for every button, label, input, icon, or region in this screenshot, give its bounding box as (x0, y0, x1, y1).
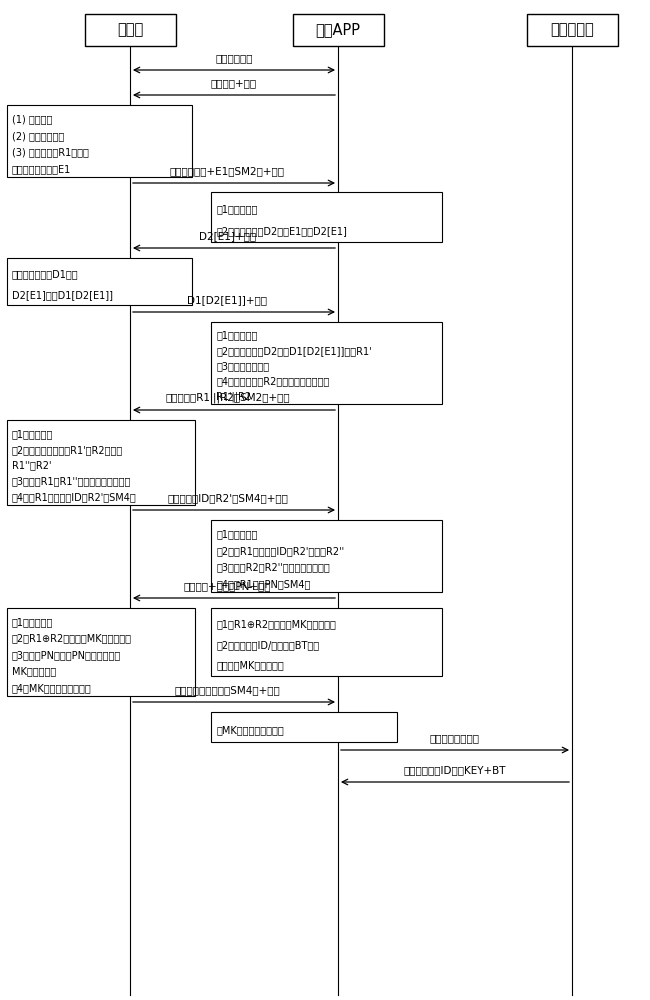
Text: 手机证书+哈希: 手机证书+哈希 (211, 78, 257, 88)
Text: 用MK解密绑定成功信息: 用MK解密绑定成功信息 (216, 725, 284, 735)
Text: MK的对应关系: MK的对应关系 (12, 666, 56, 676)
Bar (211, 192, 442, 242)
Text: （2）R1⊕R2为主密钥MK，加密保存: （2）R1⊕R2为主密钥MK，加密保存 (12, 634, 132, 644)
Text: 发送加密锁ID和R2'（SM4）+哈希: 发送加密锁ID和R2'（SM4）+哈希 (167, 493, 288, 503)
Text: (2) 验证手机证书: (2) 验证手机证书 (12, 131, 64, 141)
Bar (211, 520, 442, 592)
Text: D2[E1]+哈希: D2[E1]+哈希 (199, 231, 256, 241)
Text: （4）产生随机数R2，并用芯片公钥加密: （4）产生随机数R2，并用芯片公钥加密 (216, 376, 330, 386)
Text: （3）验证芯片证书: （3）验证芯片证书 (216, 361, 270, 371)
Bar (292, 14, 384, 46)
Text: （3）比较R2和R2''，如相等则锁合法: （3）比较R2和R2''，如相等则锁合法 (216, 562, 330, 572)
Text: 手机APP: 手机APP (315, 22, 361, 37)
Text: 蓝牙连接成功: 蓝牙连接成功 (215, 53, 253, 63)
Text: D1[D2[E1]]+哈希: D1[D2[E1]]+哈希 (187, 295, 268, 305)
Text: （4）MK加密绑定成功信息: （4）MK加密绑定成功信息 (12, 683, 92, 693)
Text: （3）解密PN，记录PN与手机公钥和: （3）解密PN，记录PN与手机公钥和 (12, 650, 121, 660)
Text: （2）记录芯片ID/蓝牙地址BT与芯: （2）记录芯片ID/蓝牙地址BT与芯 (216, 640, 320, 650)
Bar (211, 712, 396, 742)
Text: 电子锁: 电子锁 (117, 22, 143, 37)
Text: D2[E1]，得D1[D2[E1]]: D2[E1]，得D1[D2[E1]] (12, 290, 112, 300)
Bar (84, 14, 176, 46)
Text: （2）用R1解密芯片ID和R2'，得到R2'': （2）用R1解密芯片ID和R2'，得到R2'' (216, 546, 344, 556)
Text: （4）用R1加密PN（SM4）: （4）用R1加密PN（SM4） (216, 579, 311, 589)
Text: （2）用私钥分量D2解密E1，得D2[E1]: （2）用私钥分量D2解密E1，得D2[E1] (216, 226, 347, 236)
Text: 上报绑定成功信息: 上报绑定成功信息 (430, 733, 480, 743)
Text: 发送加密的R1'||R2（SM2）+哈希: 发送加密的R1'||R2（SM2）+哈希 (165, 392, 290, 403)
Bar (211, 322, 442, 404)
Text: (1) 验证哈希: (1) 验证哈希 (12, 114, 52, 124)
Text: （2）用芯片私钥解密R1'和R2，得到: （2）用芯片私钥解密R1'和R2，得到 (12, 445, 123, 455)
Text: （1）验证哈希: （1）验证哈希 (216, 331, 258, 341)
Bar (6, 258, 192, 305)
Text: （1）验证哈希: （1）验证哈希 (12, 617, 53, 627)
Text: 发送芯片证书+E1（SM2）+哈希: 发送芯片证书+E1（SM2）+哈希 (170, 166, 285, 176)
Bar (6, 420, 195, 505)
Text: （2）用手机私钥D2解密D1[D2[E1]]，得R1': （2）用手机私钥D2解密D1[D2[E1]]，得R1' (216, 346, 372, 356)
Bar (6, 608, 195, 696)
Bar (526, 14, 618, 46)
Text: （4）用R1加密芯片ID和R2'（SM4）: （4）用R1加密芯片ID和R2'（SM4） (12, 492, 136, 502)
Text: 片公钥和MK的对应关系: 片公钥和MK的对应关系 (216, 661, 284, 671)
Text: （1）验证哈希: （1）验证哈希 (12, 429, 53, 439)
Text: （1）R1⊕R2为主密钥MK，加密保存: （1）R1⊕R2为主密钥MK，加密保存 (216, 619, 336, 629)
Bar (6, 105, 192, 177)
Text: （1）验证哈希: （1）验证哈希 (216, 204, 258, 214)
Text: 业务服务器: 业务服务器 (550, 22, 594, 37)
Bar (211, 608, 442, 676)
Text: R1''和R2': R1''和R2' (12, 460, 51, 471)
Text: 上报绑定成功信息（SM4）+哈希: 上报绑定成功信息（SM4）+哈希 (175, 685, 280, 695)
Text: 手机公钥加密得到E1: 手机公钥加密得到E1 (12, 164, 71, 174)
Text: (3) 产生随机数R1，并用: (3) 产生随机数R1，并用 (12, 147, 88, 157)
Text: R1'||R2: R1'||R2 (216, 391, 252, 402)
Text: 根据绑定的锁ID下发KEY+BT: 根据绑定的锁ID下发KEY+BT (404, 765, 506, 775)
Text: 认证成功+加密的PN+哈希: 认证成功+加密的PN+哈希 (184, 581, 271, 591)
Text: （3）比较R1和R1''，如相等则手机合法: （3）比较R1和R1''，如相等则手机合法 (12, 476, 131, 486)
Text: 用手机私钥分量D1解密: 用手机私钥分量D1解密 (12, 269, 79, 279)
Text: （1）验证哈希: （1）验证哈希 (216, 529, 258, 539)
